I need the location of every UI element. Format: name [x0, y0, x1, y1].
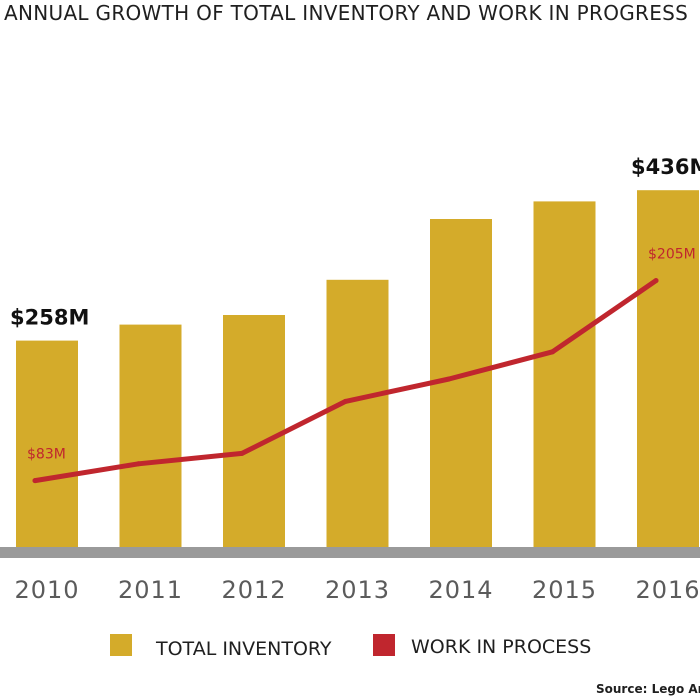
x-tick-2016: 2016: [635, 576, 700, 604]
bar-2010: [16, 340, 78, 547]
legend: TOTAL INVENTORY WORK IN PROCESS: [110, 634, 591, 660]
bar-2011: [119, 324, 182, 547]
data-labels: $258M $436M $83M $205M: [10, 155, 700, 462]
legend-swatch-work-in-process: [373, 634, 395, 656]
x-tick-2013: 2013: [325, 576, 390, 604]
bars-group: [16, 190, 699, 547]
bar-2013: [326, 279, 389, 547]
x-axis-baseline: [0, 547, 700, 558]
bar-2015: [533, 201, 596, 547]
legend-label-work-in-process: WORK IN PROCESS: [411, 636, 591, 658]
line-label-2016: $205M: [648, 247, 696, 263]
point-2011: [136, 461, 141, 467]
legend-swatch-total-inventory: [110, 634, 132, 656]
point-2014: [446, 376, 452, 382]
line-group: [32, 278, 659, 484]
bar-label-2016: $436M: [631, 155, 700, 179]
source-note: Source: Lego Annual Report: [596, 682, 700, 696]
x-tick-2012: 2012: [221, 576, 286, 604]
point-2012: [239, 450, 245, 456]
point-2016: [653, 278, 659, 284]
bar-2012: [223, 315, 285, 547]
bar-2016: [637, 190, 699, 547]
point-2015: [550, 349, 555, 355]
line-label-2010: $83M: [27, 447, 66, 463]
x-tick-2015: 2015: [532, 576, 597, 604]
chart-title: ANNUAL GROWTH OF TOTAL INVENTORY AND WOR…: [4, 1, 688, 25]
point-2010: [32, 478, 38, 484]
legend-label-total-inventory: TOTAL INVENTORY: [155, 638, 332, 660]
x-tick-labels: 2010 2011 2012 2013 2014 2015 2016: [14, 576, 700, 604]
x-tick-2010: 2010: [14, 576, 79, 604]
point-2013: [343, 398, 348, 404]
x-tick-2011: 2011: [118, 576, 183, 604]
bar-label-2010: $258M: [10, 306, 89, 330]
x-tick-2014: 2014: [428, 576, 493, 604]
